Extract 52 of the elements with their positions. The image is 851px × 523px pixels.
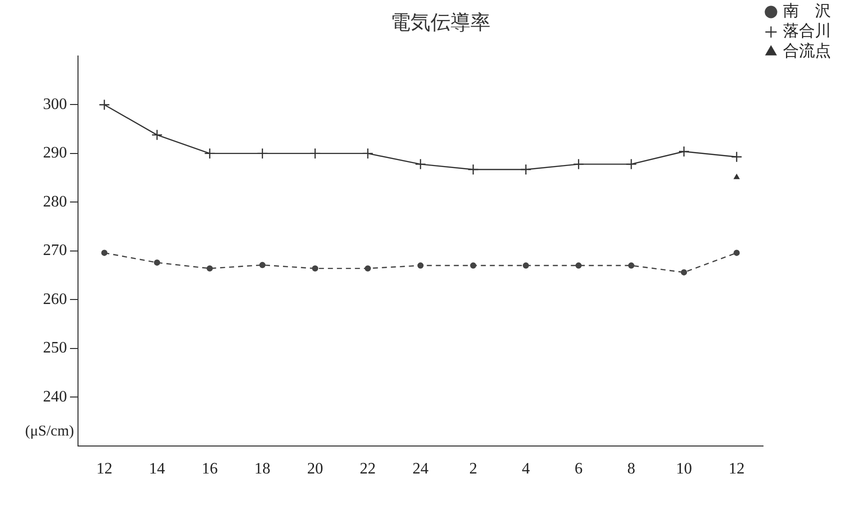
point [310, 148, 321, 160]
y-tick-label: 280 [43, 193, 67, 210]
x-tick-label: 22 [360, 460, 376, 478]
point [468, 164, 479, 176]
point [256, 148, 268, 160]
x-tick-label: 2 [469, 460, 478, 478]
point [417, 262, 424, 269]
x-tick-label: 4 [522, 460, 530, 478]
point [364, 265, 371, 272]
x-tick-label: 6 [574, 460, 583, 478]
point [98, 99, 110, 110]
point [626, 158, 637, 170]
point [734, 250, 740, 256]
point [575, 262, 582, 269]
point [362, 148, 374, 160]
x-tick-label: 10 [676, 460, 692, 478]
legend-label: 南 沢 [783, 1, 831, 20]
point [678, 146, 690, 158]
x-tick-label: 18 [254, 460, 270, 478]
point [731, 151, 742, 162]
point [470, 262, 476, 269]
y-tick-label: 260 [43, 290, 67, 308]
x-tick-label: 16 [202, 460, 218, 478]
point [734, 174, 740, 180]
point [151, 129, 163, 141]
legend-label: 落合川 [783, 21, 831, 40]
y-tick-label: 240 [43, 388, 67, 406]
point [154, 259, 160, 266]
y-tick-label: 270 [43, 242, 67, 260]
y-tick-label: 250 [43, 340, 67, 357]
point [572, 158, 584, 170]
x-tick-label: 12 [96, 460, 112, 478]
x-tick-label: 24 [412, 460, 428, 478]
y-tick-label: 290 [43, 144, 67, 162]
x-tick-label: 12 [728, 460, 745, 478]
y-tick-label: 300 [43, 96, 67, 113]
point [522, 262, 529, 269]
point [259, 262, 266, 268]
legend-label: 合流点 [783, 41, 831, 60]
point [628, 262, 634, 269]
point [520, 164, 532, 176]
x-tick-label: 14 [149, 460, 166, 478]
y-axis-title: (μS/cm) [25, 424, 74, 440]
x-tick-label: 8 [627, 460, 636, 478]
point [204, 148, 216, 160]
point [680, 269, 688, 276]
point [414, 158, 426, 170]
point [206, 265, 213, 272]
chart-title: 電気伝導率 [390, 10, 490, 34]
x-tick-label: 20 [307, 460, 324, 478]
point [101, 250, 108, 256]
point [312, 265, 318, 272]
